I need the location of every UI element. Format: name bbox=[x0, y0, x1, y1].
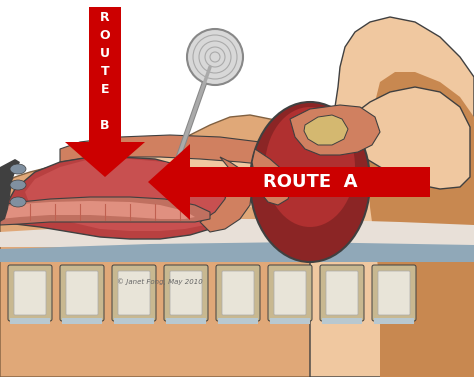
Bar bbox=[322, 318, 362, 324]
FancyBboxPatch shape bbox=[14, 271, 46, 315]
Bar bbox=[190, 167, 430, 197]
Bar bbox=[166, 318, 206, 324]
FancyBboxPatch shape bbox=[222, 271, 254, 315]
Polygon shape bbox=[0, 219, 474, 247]
Polygon shape bbox=[0, 105, 474, 377]
Bar bbox=[89, 7, 121, 142]
FancyBboxPatch shape bbox=[66, 271, 98, 315]
Ellipse shape bbox=[10, 180, 26, 190]
Polygon shape bbox=[290, 105, 380, 155]
Text: E: E bbox=[101, 83, 109, 96]
FancyBboxPatch shape bbox=[268, 265, 312, 321]
Text: U: U bbox=[100, 47, 110, 60]
Ellipse shape bbox=[265, 107, 355, 227]
Text: R: R bbox=[100, 11, 110, 24]
FancyBboxPatch shape bbox=[8, 265, 52, 321]
FancyBboxPatch shape bbox=[60, 265, 104, 321]
Polygon shape bbox=[65, 142, 145, 177]
Ellipse shape bbox=[250, 102, 370, 262]
Text: O: O bbox=[100, 29, 110, 42]
Polygon shape bbox=[0, 197, 210, 225]
Ellipse shape bbox=[10, 197, 26, 207]
Text: © Janet Fong, May 2010: © Janet Fong, May 2010 bbox=[117, 279, 203, 285]
Polygon shape bbox=[25, 159, 225, 231]
FancyBboxPatch shape bbox=[274, 271, 306, 315]
Polygon shape bbox=[148, 144, 190, 220]
Polygon shape bbox=[60, 135, 295, 167]
Polygon shape bbox=[0, 157, 230, 239]
Polygon shape bbox=[310, 17, 474, 377]
FancyBboxPatch shape bbox=[164, 265, 208, 321]
Bar bbox=[374, 318, 414, 324]
FancyBboxPatch shape bbox=[170, 271, 202, 315]
Polygon shape bbox=[252, 149, 292, 205]
FancyBboxPatch shape bbox=[378, 271, 410, 315]
Bar bbox=[218, 318, 258, 324]
Text: ROUTE  A: ROUTE A bbox=[263, 173, 357, 191]
Ellipse shape bbox=[10, 164, 26, 174]
Polygon shape bbox=[304, 115, 348, 145]
FancyBboxPatch shape bbox=[216, 265, 260, 321]
Polygon shape bbox=[0, 159, 20, 222]
FancyBboxPatch shape bbox=[112, 265, 156, 321]
Polygon shape bbox=[200, 157, 252, 232]
Bar bbox=[62, 318, 102, 324]
FancyBboxPatch shape bbox=[118, 271, 150, 315]
Bar bbox=[10, 318, 50, 324]
Polygon shape bbox=[348, 87, 470, 189]
Text: T: T bbox=[100, 65, 109, 78]
Polygon shape bbox=[0, 201, 195, 219]
Text: B: B bbox=[100, 119, 110, 132]
FancyBboxPatch shape bbox=[326, 271, 358, 315]
Bar bbox=[114, 318, 154, 324]
Polygon shape bbox=[0, 242, 474, 262]
FancyBboxPatch shape bbox=[320, 265, 364, 321]
Polygon shape bbox=[368, 72, 474, 377]
Circle shape bbox=[187, 29, 243, 85]
Bar bbox=[270, 318, 310, 324]
FancyBboxPatch shape bbox=[372, 265, 416, 321]
Polygon shape bbox=[65, 142, 310, 212]
